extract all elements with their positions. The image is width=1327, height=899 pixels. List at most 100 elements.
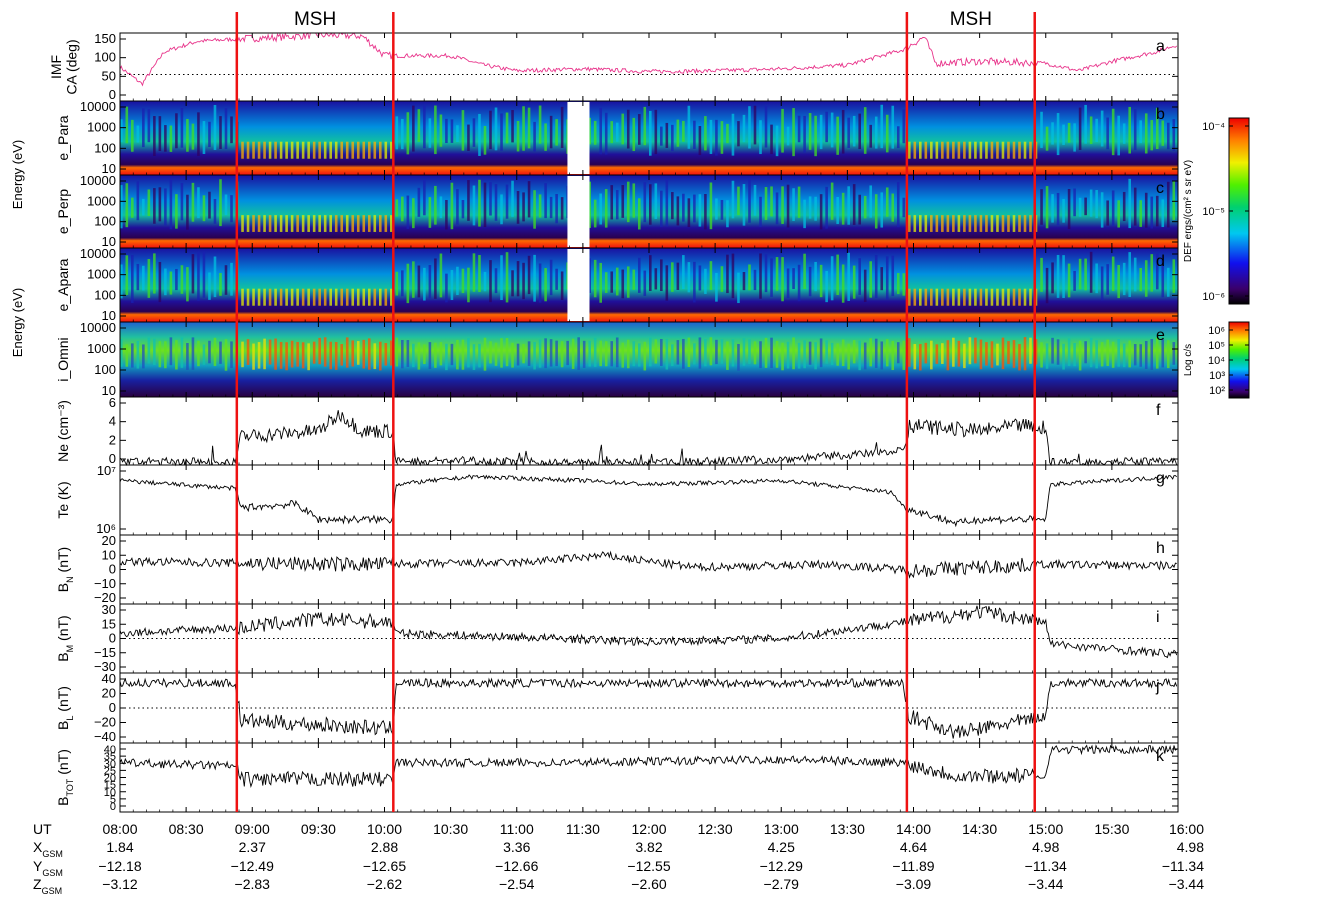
colorbar-label: DEF ergs/(cm² s sr eV) (1183, 160, 1194, 262)
ephemeris-value: 11:30 (566, 821, 600, 837)
spectrogram-d-data-gap (567, 249, 590, 321)
ephemeris-value: −3.12 (102, 876, 138, 892)
ephemeris-value: 3.36 (503, 839, 530, 855)
panel-ticks-a (119, 33, 1179, 101)
panel-letter-c: c (1156, 180, 1164, 197)
ylabel-g: Te (K) (55, 481, 71, 518)
ytick-label-h: 0 (109, 562, 116, 577)
ytick-label-a: 50 (102, 68, 116, 83)
ylabel-a: IMFCA (deg) (48, 39, 79, 94)
ytick-label-b: 10 (102, 161, 116, 176)
ephemeris-value: −2.79 (764, 876, 800, 892)
ytick-label-i: 15 (102, 616, 116, 631)
panel-letter-h: h (1156, 540, 1165, 557)
ephemeris-value: 08:30 (169, 821, 204, 837)
ytick-label-i: 30 (102, 602, 116, 617)
ytick-label-d: 100 (94, 287, 116, 302)
ephemeris-value: −12.66 (495, 858, 538, 874)
panel-letter-b: b (1156, 106, 1165, 123)
ephemeris-value: −11.34 (1162, 858, 1204, 874)
colorbar-2: 10⁶ 10⁵ 10⁴ 10³ 10² Log c/s (1183, 321, 1250, 399)
ephemeris-row-Z: ZGSM −3.12 −2.83 −2.62 −2.54 −2.60 −2.79 −3.09 −… (33, 876, 1204, 896)
panel-ticks-g (119, 465, 1179, 535)
ephemeris-value: 14:00 (896, 821, 931, 837)
ytick-label-h: −20 (94, 590, 116, 605)
colorbar-tick-label: 10⁻⁵ (1202, 206, 1225, 218)
ytick-label-f: 6 (109, 395, 116, 410)
ylabel-b: e_Para (55, 115, 71, 160)
ephemeris-value: 2.37 (239, 839, 266, 855)
ephemeris-value: −3.44 (1169, 876, 1205, 892)
ytick-label-c: 10 (102, 234, 116, 249)
colorbar-1: 10⁻⁴ 10⁻⁵ 10⁻⁶ DEF ergs/(cm² s sr eV) (1183, 117, 1250, 305)
ephemeris-value: −2.54 (499, 876, 535, 892)
colorbar-tick-label: 10² (1209, 385, 1225, 397)
ephemeris-value: −12.49 (231, 858, 274, 874)
ephemeris-row-label: UT (33, 821, 52, 837)
colorbar-tick-label: 10⁻⁶ (1202, 291, 1225, 303)
ephemeris-value: −12.55 (627, 858, 670, 874)
ytick-label-j: 0 (109, 700, 116, 715)
ytick-label-b: 10000 (80, 99, 116, 114)
ephemeris-value: 14:30 (962, 821, 997, 837)
msh-label: MSH (294, 9, 336, 30)
ephemeris-value: −11.34 (1025, 858, 1067, 874)
ytick-label-e: 10000 (80, 320, 116, 335)
ephemeris-value: −3.09 (896, 876, 932, 892)
ytick-label-b: 100 (94, 140, 116, 155)
ephemeris-row-Y: YGSM −12.18 −12.49 −12.65 −12.66 −12.55 −12.29… (33, 858, 1204, 878)
ylabel-j: BL (nT) (55, 686, 75, 730)
ytick-label-f: 0 (109, 451, 116, 466)
ytick-label-e: 1000 (87, 341, 116, 356)
ytick-label-g: 10⁶ (96, 521, 116, 536)
ytick-label-d: 1000 (87, 267, 116, 282)
ephemeris-value: 4.98 (1032, 839, 1059, 855)
ephemeris-row-label: XGSM (33, 839, 63, 859)
panel-letter-g: g (1156, 470, 1165, 487)
ephemeris-value: 2.88 (371, 839, 398, 855)
colorbar-label: Log c/s (1183, 344, 1194, 376)
panel-g: 10⁷ 10⁶ g Te (K) (55, 463, 1179, 536)
ephemeris-value: −2.62 (367, 876, 403, 892)
ytick-label-j: 20 (102, 686, 116, 701)
spectrogram-e-streaks (120, 337, 1176, 371)
panel-ticks-k (119, 743, 1179, 812)
ephemeris-value: 12:00 (631, 821, 666, 837)
ephemeris-value: −12.29 (760, 858, 803, 874)
panel-letter-i: i (1156, 609, 1160, 626)
colorbar-tick-label: 10⁻⁴ (1202, 121, 1225, 133)
ephemeris-value: 12:30 (698, 821, 733, 837)
colorbar-tick-label: 10⁶ (1208, 325, 1225, 337)
ephemeris-row-UT: UT 08:00 08:30 09:00 09:30 10:00 10:30 11:00 11:… (33, 821, 1204, 837)
colorbars: 10⁻⁴ 10⁻⁵ 10⁻⁶ DEF ergs/(cm² s sr eV) 10⁶ 10⁵… (1183, 117, 1250, 399)
ephemeris-value: 16:00 (1169, 821, 1204, 837)
ephemeris-value: 10:30 (433, 821, 468, 837)
ytick-label-j: 40 (102, 671, 116, 686)
ephemeris-value: 13:30 (830, 821, 865, 837)
ylabel-d: e_Apara (55, 258, 71, 311)
panel-letter-a: a (1156, 38, 1165, 55)
ephemeris-value: 4.25 (768, 839, 795, 855)
ephemeris-row-label: YGSM (33, 858, 63, 878)
panel-f: 6 4 2 0 f Ne (cm⁻³) (55, 395, 1179, 467)
series-line-i (119, 605, 1178, 659)
spectrogram-b-streaks (120, 104, 1176, 159)
ytick-label-e: 100 (94, 362, 116, 377)
ytick-label-k: 5 (110, 794, 116, 806)
spectrogram-b-data-gap (567, 102, 590, 174)
spectrogram-c-streaks (120, 178, 1176, 232)
ytick-label-i: 0 (109, 631, 116, 646)
panel-letter-k: k (1156, 748, 1165, 765)
msh-label: MSH (950, 9, 992, 30)
ytick-label-k: 10 (104, 787, 116, 799)
ephemeris-value: 11:00 (500, 821, 534, 837)
panel-a: 150 100 50 0 a IMFCA (deg) (48, 31, 1179, 102)
ytick-label-i: −30 (94, 659, 116, 674)
ytick-label-f: 2 (109, 432, 116, 447)
ephemeris-value: 09:00 (235, 821, 270, 837)
ytick-label-j: −40 (94, 729, 116, 744)
ytick-label-a: 150 (94, 31, 116, 46)
ylabel-i: BM (nT) (55, 615, 75, 661)
